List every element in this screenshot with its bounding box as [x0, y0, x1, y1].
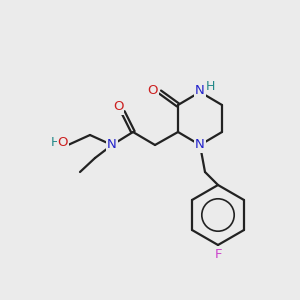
Text: N: N [195, 85, 205, 98]
Text: F: F [214, 248, 222, 260]
Text: N: N [107, 139, 117, 152]
Text: H: H [50, 136, 60, 148]
Text: O: O [148, 85, 158, 98]
Text: N: N [195, 139, 205, 152]
Text: H: H [205, 80, 215, 92]
Text: O: O [113, 100, 123, 113]
Text: O: O [58, 136, 68, 148]
